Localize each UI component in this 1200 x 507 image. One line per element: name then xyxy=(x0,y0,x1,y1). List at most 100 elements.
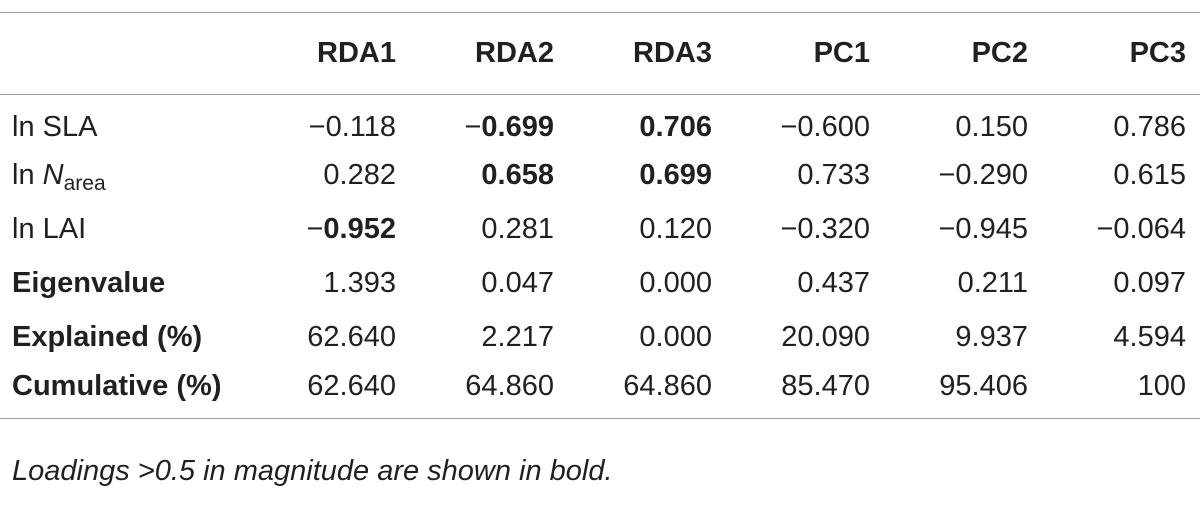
cell-rda3: 0.120 xyxy=(568,203,726,257)
table-body: ln SLA −0.118 −0.699 0.706 −0.600 0.150 0.786 l… xyxy=(0,95,1200,419)
cell-pc2: 95.406 xyxy=(884,364,1042,419)
cell-sign: − xyxy=(1096,213,1114,245)
cell-value: 1.393 xyxy=(323,267,396,299)
cell-sign: − xyxy=(464,111,482,144)
cell-value: 0.120 xyxy=(639,213,712,245)
cell-rda1: −0.118 xyxy=(252,95,410,149)
cell-value: 9.937 xyxy=(955,321,1028,353)
column-header-pc2: PC2 xyxy=(884,12,1042,95)
row-label: Cumulative (%) xyxy=(0,364,252,419)
cell-value: 0.290 xyxy=(955,159,1028,191)
column-header-pc1: PC1 xyxy=(726,12,884,95)
cell-rda3: 64.860 xyxy=(568,364,726,419)
cell-value: 0.047 xyxy=(481,267,554,299)
cell-rda1: −0.952 xyxy=(252,203,410,257)
row-label: ln Narea xyxy=(0,149,252,203)
row-label: ln SLA xyxy=(0,95,252,149)
cell-value: 2.217 xyxy=(481,321,554,353)
cell-value: 0.786 xyxy=(1113,111,1186,144)
cell-pc1: 0.733 xyxy=(726,149,884,203)
cell-sign: − xyxy=(306,213,324,245)
cell-pc1: −0.320 xyxy=(726,203,884,257)
cell-value: 0.282 xyxy=(323,159,396,191)
cell-pc2: −0.945 xyxy=(884,203,1042,257)
cell-rda1: 1.393 xyxy=(252,257,410,311)
cell-value: 0.437 xyxy=(797,267,870,299)
row-label: ln LAI xyxy=(0,203,252,257)
cell-rda3: 0.000 xyxy=(568,257,726,311)
table-footnote: Loadings >0.5 in magnitude are shown in … xyxy=(12,455,613,487)
cell-pc3: 100 xyxy=(1042,364,1200,419)
loadings-table: RDA1 RDA2 RDA3 PC1 PC2 PC3 ln SLA −0.118−… xyxy=(0,12,1200,419)
cell-pc3: 0.615 xyxy=(1042,149,1200,203)
cell-rda1: 62.640 xyxy=(252,311,410,365)
row-label-text: ln LAI xyxy=(12,213,87,245)
cell-value: 100 xyxy=(1137,369,1186,402)
cell-value: 0.281 xyxy=(481,213,554,245)
row-label-text: Eigenvalue xyxy=(12,267,166,299)
cell-pc2: 0.150 xyxy=(884,95,1042,149)
row-label-text: ln xyxy=(12,159,43,191)
cell-pc1: 85.470 xyxy=(726,364,884,419)
cell-pc1: 0.437 xyxy=(726,257,884,311)
cell-pc3: 4.594 xyxy=(1042,311,1200,365)
cell-value: 0.733 xyxy=(797,159,870,191)
cell-value: 62.640 xyxy=(307,369,396,402)
cell-pc3: 0.786 xyxy=(1042,95,1200,149)
cell-rda2: −0.699 xyxy=(410,95,568,149)
cell-value: 85.470 xyxy=(781,369,870,402)
cell-sign: − xyxy=(938,159,956,191)
cell-pc1: 20.090 xyxy=(726,311,884,365)
cell-value: 64.860 xyxy=(623,369,712,402)
cell-rda2: 2.217 xyxy=(410,311,568,365)
cell-value: 20.090 xyxy=(781,321,870,353)
row-label: Eigenvalue xyxy=(0,257,252,311)
cell-rda3: 0.699 xyxy=(568,149,726,203)
row-label-text: ln SLA xyxy=(12,111,98,144)
column-header-rda2: RDA2 xyxy=(410,12,568,95)
column-header-rda1: RDA1 xyxy=(252,12,410,95)
cell-value: 0.615 xyxy=(1113,159,1186,191)
cell-rda1: 62.640 xyxy=(252,364,410,419)
cell-value: 0.211 xyxy=(957,267,1028,299)
cell-value: 0.000 xyxy=(639,321,712,353)
row-cumulative: Cumulative (%) 62.640 64.860 64.860 85.470 95… xyxy=(0,364,1200,419)
cell-pc2: 0.211 xyxy=(884,257,1042,311)
cell-rda2: 0.658 xyxy=(410,149,568,203)
cell-rda2: 0.281 xyxy=(410,203,568,257)
cell-value: 0.320 xyxy=(797,213,870,245)
cell-sign: − xyxy=(780,213,798,245)
cell-value: 64.860 xyxy=(465,369,554,402)
cell-value: 0.150 xyxy=(955,111,1028,144)
row-label: Explained (%) xyxy=(0,311,252,365)
row-ln-narea: ln Narea 0.282 0.658 0.699 0.733 −0.290 0.615 xyxy=(0,149,1200,203)
cell-value: 0.945 xyxy=(955,213,1028,245)
column-header-label xyxy=(0,12,252,95)
cell-sign: − xyxy=(938,213,956,245)
cell-value: 0.600 xyxy=(797,111,870,144)
cell-value: 0.097 xyxy=(1113,267,1186,299)
row-explained: Explained (%) 62.640 2.217 0.000 20.090 9.937… xyxy=(0,311,1200,365)
cell-value: 4.594 xyxy=(1113,321,1186,353)
cell-pc1: −0.600 xyxy=(726,95,884,149)
table-header-row: RDA1 RDA2 RDA3 PC1 PC2 PC3 xyxy=(0,12,1200,95)
row-label-symbol: N xyxy=(42,159,64,191)
cell-pc2: −0.290 xyxy=(884,149,1042,203)
row-label-text: Cumulative (%) xyxy=(12,369,222,402)
cell-pc2: 9.937 xyxy=(884,311,1042,365)
cell-rda2: 64.860 xyxy=(410,364,568,419)
column-header-pc3: PC3 xyxy=(1042,12,1200,95)
cell-value: 0.952 xyxy=(323,213,396,245)
row-label-text: Explained (%) xyxy=(12,321,203,353)
cell-rda2: 0.047 xyxy=(410,257,568,311)
cell-value: 0.699 xyxy=(639,159,712,191)
cell-value: 0.658 xyxy=(481,159,554,191)
cell-value: 0.064 xyxy=(1113,213,1186,245)
column-header-rda3: RDA3 xyxy=(568,12,726,95)
row-eigenvalue: Eigenvalue 1.393 0.047 0.000 0.437 0.211 0.097 xyxy=(0,257,1200,311)
cell-sign: − xyxy=(308,111,326,144)
cell-value: 0.706 xyxy=(639,111,712,144)
cell-pc3: 0.097 xyxy=(1042,257,1200,311)
loadings-table-container: RDA1 RDA2 RDA3 PC1 PC2 PC3 ln SLA −0.118−… xyxy=(0,12,1200,419)
row-label-subscript: area xyxy=(63,172,106,195)
